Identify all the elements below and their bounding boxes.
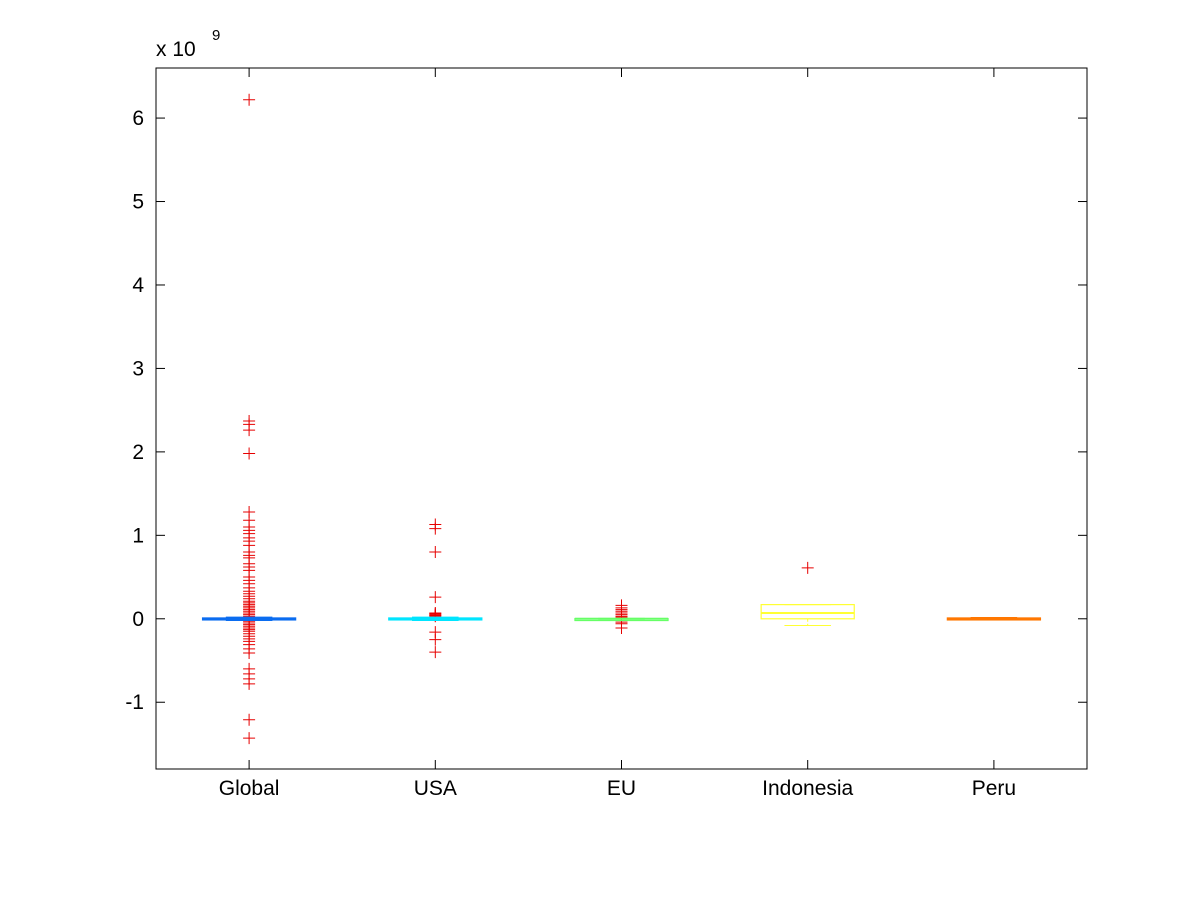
outlier-point (243, 93, 256, 106)
y-scale-multiplier: x 10 (156, 38, 196, 61)
outlier-point (429, 633, 442, 646)
y-tick-label: 4 (132, 274, 144, 297)
outlier-point (243, 424, 256, 437)
outlier-point (243, 447, 256, 460)
y-tick-label: 0 (132, 608, 144, 631)
outlier-point (615, 621, 628, 634)
outlier-point (429, 522, 442, 535)
x-category-label: Indonesia (762, 777, 853, 800)
box-usa (388, 518, 483, 659)
box-global (201, 93, 297, 745)
x-axis-category-labels: Global USA EU Indonesia Peru (219, 68, 1016, 800)
box-peru (946, 617, 1042, 621)
box-iqr (760, 603, 855, 620)
outlier-point (429, 646, 442, 659)
outlier-point (243, 713, 256, 726)
y-tick-label: 1 (132, 524, 144, 547)
x-category-label: EU (607, 777, 636, 800)
outlier-point (243, 647, 256, 660)
outlier-point (243, 732, 256, 745)
y-tick-label: -1 (125, 691, 144, 714)
plot-area (155, 67, 1088, 770)
outlier-point (429, 591, 442, 604)
x-category-label: USA (414, 777, 457, 800)
y-axis-ticks: -1 0 1 2 3 4 5 6 (125, 107, 1087, 714)
outlier-point (801, 561, 814, 574)
y-tick-label: 5 (132, 191, 144, 214)
y-tick-label: 6 (132, 107, 144, 130)
y-tick-label: 3 (132, 357, 144, 380)
outlier-point (429, 546, 442, 559)
outlier-point (243, 677, 256, 690)
box-indonesia (760, 561, 855, 626)
y-tick-label: 2 (132, 441, 144, 464)
x-category-label: Global (219, 777, 280, 800)
box-eu (574, 599, 669, 634)
y-scale-base: x 10 (156, 38, 196, 61)
box-series (201, 93, 1042, 745)
y-scale-exponent: 9 (212, 27, 220, 44)
x-category-label: Peru (972, 777, 1016, 800)
